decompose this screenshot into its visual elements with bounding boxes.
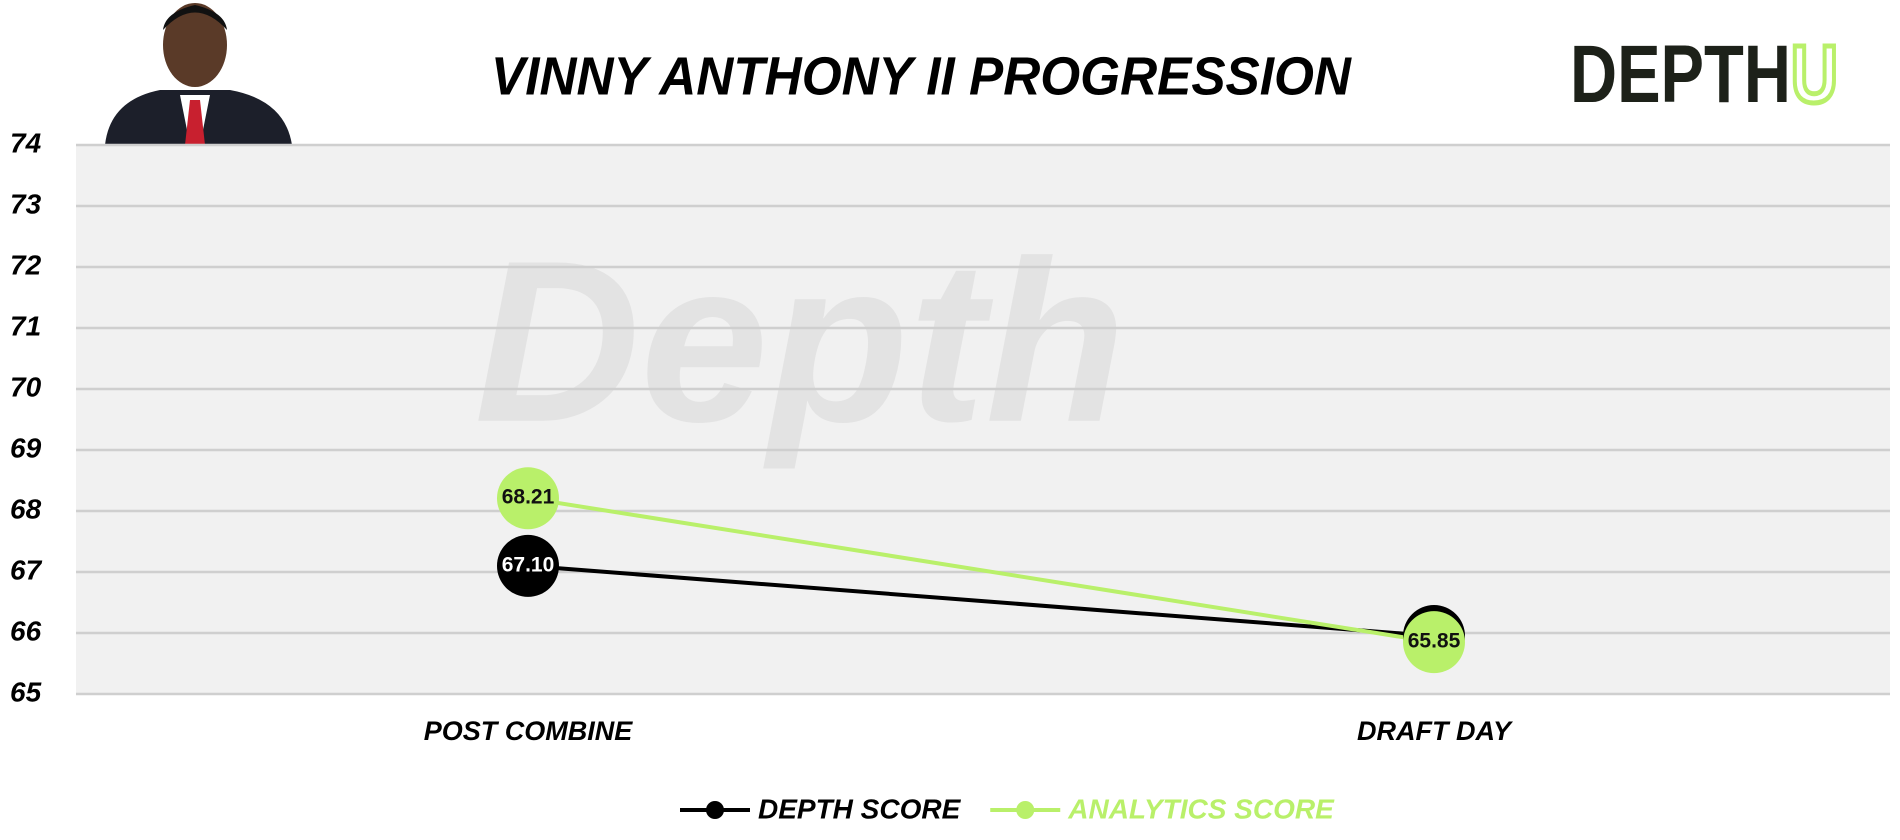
player-photo	[105, 3, 292, 145]
logo: DEPTHU	[1570, 29, 1838, 120]
legend-label: DEPTH SCORE	[758, 793, 962, 824]
y-tick-label: 67	[10, 554, 43, 585]
point	[497, 467, 559, 530]
value-label: 68.21	[502, 486, 555, 509]
point	[497, 534, 559, 597]
series-line	[527, 496, 1435, 645]
y-tick-label: 70	[10, 371, 42, 402]
legend-marker	[1016, 801, 1035, 819]
legend: DEPTH SCORE ANALYTICS SCORE	[680, 793, 1335, 824]
logo-accent: U	[1791, 29, 1838, 120]
y-tick-label: 71	[10, 310, 41, 341]
x-tick-label: POST COMBINE	[424, 716, 634, 746]
y-tick-label: 69	[10, 432, 42, 463]
legend-marker	[706, 801, 724, 819]
y-tick-label: 74	[10, 127, 42, 158]
y-tick-label: 65	[10, 676, 42, 707]
chart-title: VINNY ANTHONY II PROGRESSION	[491, 46, 1352, 106]
logo-main: DEPTH	[1570, 29, 1791, 120]
series-line	[527, 563, 1435, 639]
x-tick-label: DRAFT DAY	[1357, 716, 1514, 746]
value-label: 65.85	[1408, 630, 1461, 653]
point	[1403, 611, 1465, 674]
legend-label: ANALYTICS SCORE	[1067, 793, 1335, 824]
y-tick-label: 68	[10, 493, 42, 524]
watermark: Depth	[474, 213, 1126, 470]
y-tick-label: 66	[10, 615, 42, 646]
y-tick-label: 73	[10, 188, 42, 219]
value-label: 67.10	[502, 553, 555, 576]
y-tick-label: 72	[10, 249, 42, 280]
